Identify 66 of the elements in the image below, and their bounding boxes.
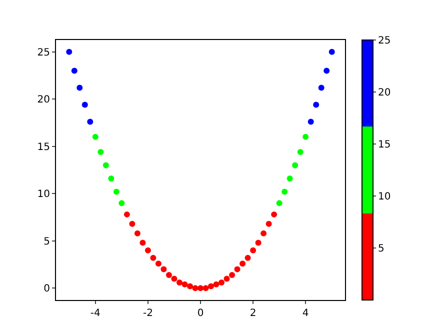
y-tick-label: 10 — [37, 189, 50, 200]
point — [182, 281, 188, 288]
point — [218, 280, 225, 286]
point — [250, 247, 256, 254]
x-tick-label: -4 — [90, 308, 100, 319]
point — [244, 254, 251, 261]
x-tick-label: -2 — [142, 308, 153, 319]
point — [150, 254, 156, 261]
point — [213, 281, 220, 288]
point — [171, 276, 178, 282]
color-bar-label: 25 — [378, 36, 391, 46]
y-tick-label: 25 — [37, 47, 50, 58]
point — [124, 211, 130, 218]
point — [260, 230, 267, 236]
x-tick-label: 4 — [302, 308, 309, 319]
point — [292, 162, 298, 168]
point — [286, 176, 293, 182]
point — [318, 84, 324, 91]
point — [308, 118, 314, 125]
point — [66, 48, 72, 55]
point — [224, 276, 230, 282]
point — [324, 68, 330, 74]
color-bar-label: 20 — [378, 88, 391, 98]
point — [255, 240, 262, 246]
point — [328, 48, 335, 55]
y-tick-label: 5 — [44, 236, 50, 248]
point — [282, 188, 288, 195]
y-tick-label: 0 — [44, 284, 50, 295]
point — [82, 102, 88, 108]
point — [134, 230, 140, 236]
color-bar-label: 15 — [378, 140, 391, 150]
point — [198, 285, 204, 292]
point — [71, 68, 78, 74]
point — [144, 247, 151, 254]
point — [108, 176, 114, 182]
point — [302, 134, 309, 140]
point — [208, 283, 214, 290]
point — [297, 149, 304, 156]
point — [234, 266, 240, 272]
y-tick-label: 15 — [37, 142, 50, 153]
point — [155, 260, 162, 267]
point — [92, 134, 98, 140]
point — [176, 280, 182, 286]
point — [76, 84, 83, 91]
point — [276, 200, 282, 206]
point — [102, 162, 109, 168]
point — [160, 266, 167, 272]
y-tick-label: 20 — [37, 94, 50, 106]
color-bar-label: 10 — [378, 192, 391, 202]
point — [266, 220, 272, 227]
point — [118, 200, 125, 206]
point — [98, 149, 104, 156]
point — [313, 102, 320, 108]
point — [271, 211, 278, 218]
point — [113, 188, 120, 195]
color-bar-label: 5 — [378, 244, 384, 254]
x-tick-label: 0 — [197, 308, 204, 319]
point — [186, 283, 193, 290]
point — [166, 272, 172, 278]
point — [140, 240, 146, 246]
point — [87, 118, 94, 125]
point — [240, 260, 246, 267]
point — [202, 285, 209, 292]
point — [129, 220, 136, 227]
x-tick-label: 2 — [250, 308, 256, 319]
point — [229, 272, 236, 278]
